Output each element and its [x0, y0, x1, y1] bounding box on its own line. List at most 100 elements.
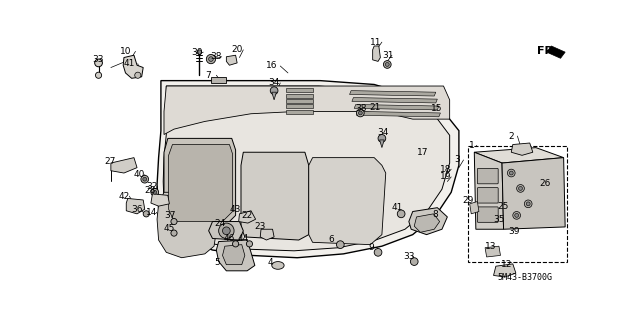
- Text: 5: 5: [214, 258, 220, 267]
- Polygon shape: [547, 46, 565, 58]
- Text: 5M43-B3700G: 5M43-B3700G: [497, 273, 552, 282]
- Text: 34: 34: [268, 78, 279, 87]
- Polygon shape: [260, 229, 274, 240]
- Polygon shape: [216, 240, 255, 271]
- Text: 8: 8: [432, 210, 438, 219]
- Text: 29: 29: [463, 196, 474, 205]
- Polygon shape: [163, 86, 450, 251]
- Circle shape: [270, 87, 278, 94]
- FancyBboxPatch shape: [477, 207, 498, 222]
- Text: 38: 38: [356, 104, 367, 113]
- Text: 6: 6: [328, 235, 333, 244]
- Polygon shape: [409, 208, 447, 235]
- Ellipse shape: [272, 262, 284, 269]
- Polygon shape: [272, 92, 276, 100]
- Text: 34: 34: [378, 128, 388, 137]
- Circle shape: [197, 50, 202, 55]
- Text: 27: 27: [105, 157, 116, 166]
- Circle shape: [171, 219, 177, 225]
- Text: 44: 44: [238, 234, 249, 243]
- Polygon shape: [349, 91, 436, 96]
- Text: 39: 39: [508, 227, 520, 236]
- Text: 40: 40: [134, 170, 145, 179]
- Polygon shape: [414, 214, 440, 232]
- Polygon shape: [470, 202, 479, 214]
- Text: FR.: FR.: [537, 46, 557, 56]
- Circle shape: [385, 63, 389, 66]
- Text: 43: 43: [230, 205, 241, 214]
- Polygon shape: [111, 158, 137, 173]
- Circle shape: [135, 72, 141, 78]
- Text: 42: 42: [118, 192, 130, 201]
- Circle shape: [153, 190, 157, 194]
- Polygon shape: [502, 158, 565, 229]
- Polygon shape: [164, 86, 450, 135]
- Circle shape: [526, 202, 530, 206]
- Text: 7: 7: [205, 71, 211, 80]
- Polygon shape: [511, 143, 533, 155]
- Circle shape: [516, 185, 524, 192]
- Polygon shape: [241, 152, 308, 240]
- Text: 37: 37: [164, 211, 176, 220]
- Circle shape: [143, 211, 149, 217]
- Circle shape: [383, 61, 391, 68]
- Circle shape: [209, 57, 213, 61]
- Text: 2: 2: [508, 131, 514, 141]
- Circle shape: [508, 169, 515, 177]
- Polygon shape: [285, 94, 312, 98]
- Circle shape: [141, 175, 148, 183]
- Text: 22: 22: [242, 211, 253, 220]
- Polygon shape: [493, 264, 516, 277]
- Polygon shape: [151, 194, 170, 206]
- FancyBboxPatch shape: [477, 168, 498, 184]
- Circle shape: [246, 241, 253, 247]
- Circle shape: [515, 213, 518, 217]
- Circle shape: [171, 230, 177, 236]
- Circle shape: [356, 109, 364, 117]
- Polygon shape: [354, 105, 439, 110]
- Text: 17: 17: [417, 148, 429, 157]
- Text: 10: 10: [120, 47, 132, 56]
- Circle shape: [337, 241, 344, 249]
- Circle shape: [378, 135, 386, 142]
- Text: 19: 19: [440, 172, 452, 182]
- Text: 26: 26: [540, 179, 551, 188]
- Text: 33: 33: [92, 55, 104, 64]
- Text: 11: 11: [369, 38, 381, 47]
- Text: 25: 25: [497, 202, 509, 211]
- Text: 15: 15: [431, 104, 443, 113]
- Circle shape: [374, 249, 382, 256]
- Polygon shape: [285, 105, 312, 108]
- Text: 20: 20: [231, 45, 243, 54]
- FancyBboxPatch shape: [477, 188, 498, 203]
- Polygon shape: [157, 81, 459, 258]
- Text: 14: 14: [147, 208, 157, 217]
- Circle shape: [95, 72, 102, 78]
- Circle shape: [509, 171, 513, 175]
- Text: 21: 21: [369, 103, 381, 112]
- Text: 38: 38: [210, 52, 221, 61]
- Polygon shape: [211, 77, 227, 83]
- Polygon shape: [372, 46, 380, 61]
- Polygon shape: [164, 138, 236, 227]
- Polygon shape: [209, 221, 243, 240]
- Polygon shape: [126, 198, 145, 214]
- Circle shape: [232, 241, 239, 247]
- Circle shape: [223, 227, 230, 235]
- Text: 12: 12: [500, 260, 512, 269]
- Text: 31: 31: [382, 51, 394, 60]
- Circle shape: [358, 111, 362, 115]
- Text: 4: 4: [268, 258, 273, 267]
- Polygon shape: [285, 99, 312, 103]
- Text: 13: 13: [485, 242, 497, 251]
- Polygon shape: [168, 145, 232, 221]
- Text: 30: 30: [191, 48, 202, 57]
- Polygon shape: [308, 158, 386, 245]
- Text: 33: 33: [403, 252, 415, 261]
- Text: 1: 1: [469, 141, 475, 150]
- Circle shape: [95, 59, 102, 67]
- Circle shape: [518, 187, 522, 190]
- Text: 28: 28: [145, 186, 156, 195]
- Polygon shape: [123, 55, 143, 78]
- Text: 35: 35: [493, 215, 505, 224]
